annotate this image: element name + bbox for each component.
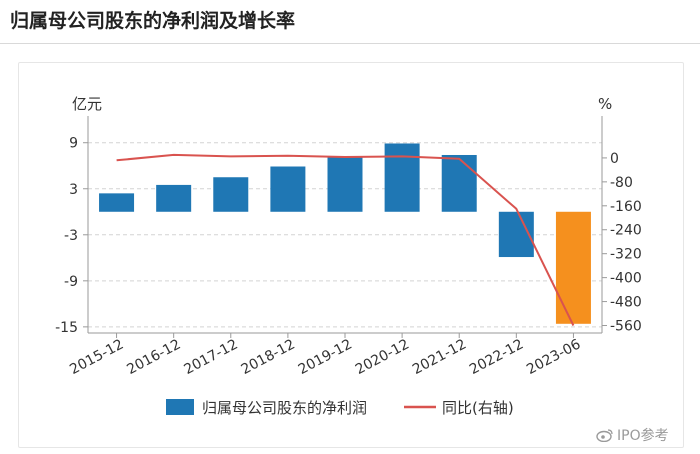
x-tick-label: 2017-12 xyxy=(181,336,240,378)
x-tick-label: 2018-12 xyxy=(239,336,298,378)
left-tick-label: -15 xyxy=(55,320,78,336)
right-tick-label: -80 xyxy=(610,175,633,191)
growth-rate-line xyxy=(116,153,575,326)
x-tick-label: 2020-12 xyxy=(353,336,412,378)
bar-2023-06 xyxy=(555,211,591,324)
watermark: IPO参考 xyxy=(596,425,669,445)
x-tick-label: 2019-12 xyxy=(296,336,355,378)
right-tick-label: -480 xyxy=(610,295,642,311)
x-tick-label: 2022-12 xyxy=(467,336,526,378)
bar-2016-12 xyxy=(156,184,192,212)
bar-2017-12 xyxy=(213,177,249,212)
page-title: 归属母公司股东的净利润及增长率 xyxy=(10,10,296,32)
right-tick-label: -160 xyxy=(610,199,642,215)
x-tick-label: 2023-06 xyxy=(524,336,583,378)
right-tick-label: 0 xyxy=(610,151,619,167)
left-tick-label: -3 xyxy=(64,228,78,244)
legend-line-label: 同比(右轴) xyxy=(442,399,514,417)
title-divider xyxy=(0,43,700,44)
bar-2020-12 xyxy=(384,143,420,212)
right-tick-label: -400 xyxy=(610,271,642,287)
weibo-icon xyxy=(596,428,614,444)
bar-2018-12 xyxy=(270,166,306,212)
right-tick-label: -240 xyxy=(610,223,642,239)
bar-2015-12 xyxy=(99,193,135,212)
left-tick-label: -9 xyxy=(64,274,78,290)
right-tick-label: -320 xyxy=(610,247,642,263)
right-axis-unit: % xyxy=(598,95,612,113)
left-tick-label: 3 xyxy=(69,182,78,198)
legend-bar-label: 归属母公司股东的净利润 xyxy=(202,399,367,417)
left-axis-unit: 亿元 xyxy=(72,95,102,113)
bars-layer xyxy=(99,143,591,324)
bar-2021-12 xyxy=(441,154,477,212)
line-layer xyxy=(116,153,575,326)
watermark-text: IPO参考 xyxy=(617,428,669,444)
x-tick-label: 2015-12 xyxy=(67,336,126,378)
right-tick-label: -560 xyxy=(610,319,642,335)
left-tick-label: 9 xyxy=(69,136,78,152)
axes-layer: 9 3 -3 -9 -15 0 -80 -160 -240 -320 -400 -480 -560 亿元%… xyxy=(55,95,642,378)
legend: 归属母公司股东的净利润 同比(右轴) xyxy=(166,399,514,417)
x-tick-label: 2016-12 xyxy=(124,336,183,378)
legend-bar-swatch xyxy=(166,399,194,415)
x-tick-label: 2021-12 xyxy=(410,336,469,378)
bar-2019-12 xyxy=(327,156,363,212)
